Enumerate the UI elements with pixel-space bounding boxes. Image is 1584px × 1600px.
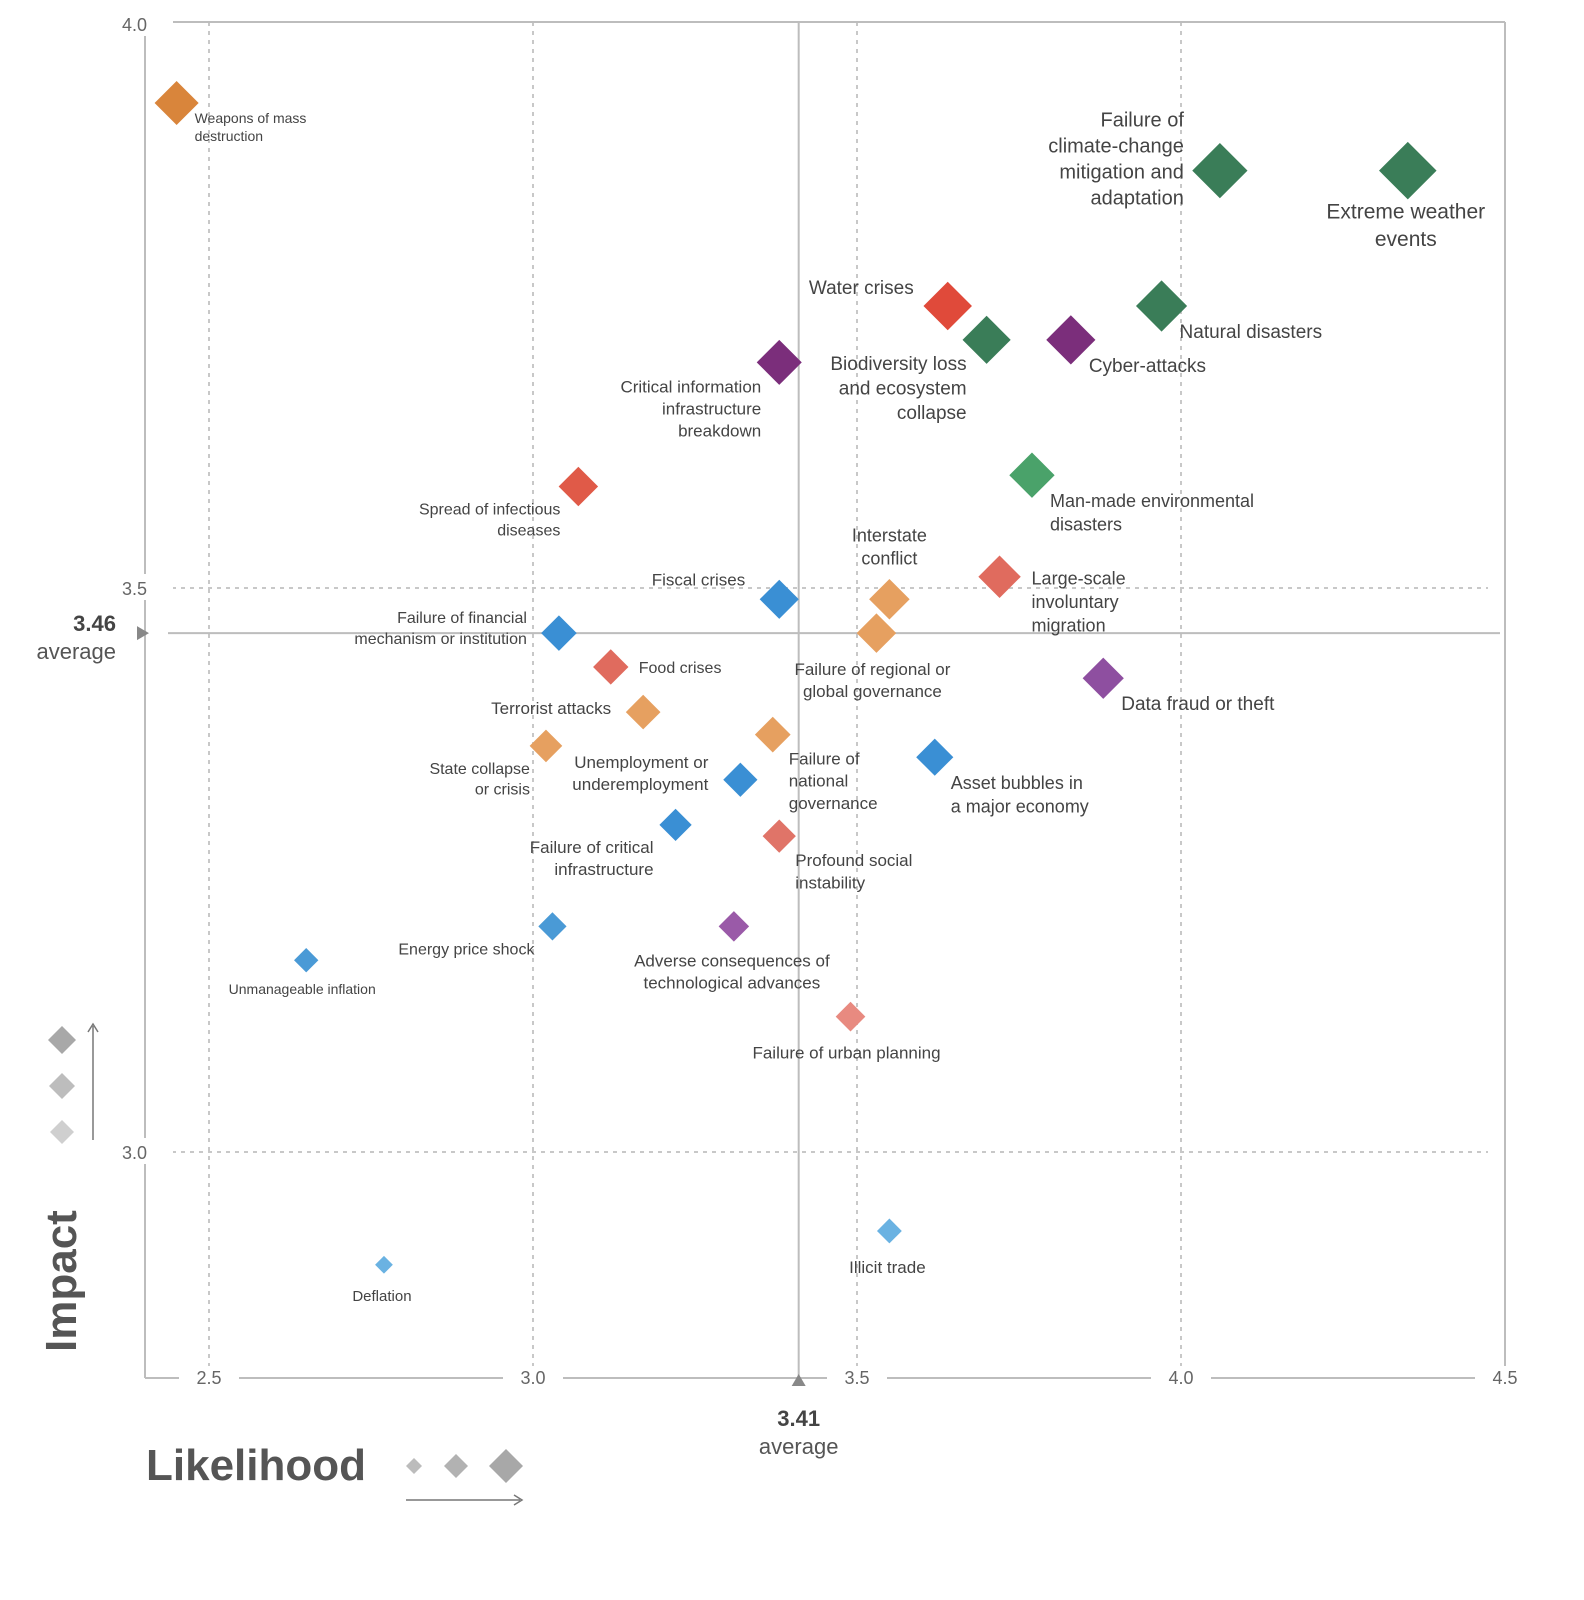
data-points xyxy=(154,80,1437,1274)
point-label: Energy price shock xyxy=(398,941,535,958)
point-marker xyxy=(625,694,661,730)
impact-size-icon xyxy=(48,1026,76,1054)
point-labels: Weapons of mass destruction Failure of clim… xyxy=(195,110,1486,1305)
point-label: State collapse or crisis xyxy=(429,761,530,799)
point-marker xyxy=(856,613,897,653)
point-marker xyxy=(916,738,954,776)
x-tick-label: 4.0 xyxy=(1168,1368,1193,1388)
point-label: Asset bubbles in a major economy xyxy=(951,773,1089,816)
y-average-label: average xyxy=(36,639,116,664)
point-marker xyxy=(869,579,910,620)
point-label: Cyber-attacks xyxy=(1089,356,1206,377)
point-marker xyxy=(723,762,758,797)
y-tick-bg xyxy=(115,574,173,600)
point-marker xyxy=(1192,143,1248,199)
x-tick-bg xyxy=(179,1366,239,1390)
x-tick-label: 4.5 xyxy=(1492,1368,1517,1388)
point-label: Man-made environmental disasters xyxy=(1050,491,1254,534)
point-marker xyxy=(1009,452,1055,498)
x-axis-title: Likelihood xyxy=(146,1441,366,1490)
point-label: Failure of national governance xyxy=(789,750,878,813)
point-label: Biodiversity loss and ecosystem collapse xyxy=(830,354,966,424)
y-average-value: 3.46 xyxy=(73,611,116,636)
axis-legends: Likelihood Impact xyxy=(37,1022,524,1506)
point-marker xyxy=(756,339,802,385)
point-label: Terrorist attacks xyxy=(491,699,611,718)
point-marker xyxy=(154,80,199,125)
likelihood-size-icon xyxy=(406,1458,422,1474)
point-marker xyxy=(923,281,972,331)
point-label: Adverse consequences of technological adv… xyxy=(634,951,830,992)
likelihood-size-icon xyxy=(489,1449,523,1483)
point-marker xyxy=(294,948,319,973)
point-marker xyxy=(541,615,577,651)
point-marker xyxy=(1135,280,1188,332)
point-marker xyxy=(835,1001,866,1032)
grid-lines xyxy=(172,22,1488,1378)
point-marker xyxy=(718,911,750,942)
point-label: Extreme weather events xyxy=(1326,201,1485,251)
point-label: Weapons of mass destruction xyxy=(195,110,307,144)
x-average-value: 3.41 xyxy=(777,1406,820,1431)
impact-size-icon xyxy=(50,1120,74,1144)
point-label: Spread of infectious diseases xyxy=(419,501,560,539)
y-axis-title: Impact xyxy=(37,1210,86,1352)
y-tick-label: 4.0 xyxy=(122,15,147,35)
y-tick-label: 3.5 xyxy=(122,579,147,599)
y-tick-label: 3.0 xyxy=(122,1143,147,1163)
x-tick-bg xyxy=(827,1366,887,1390)
x-average-marker xyxy=(791,1374,806,1386)
point-label: Critical information infrastructure breakd… xyxy=(620,377,761,440)
point-marker xyxy=(1082,657,1124,699)
y-tick-bg xyxy=(115,1138,173,1164)
point-label: Food crises xyxy=(639,660,722,677)
x-tick-bg xyxy=(503,1366,563,1390)
point-label: Data fraud or theft xyxy=(1121,694,1275,715)
x-tick-label: 2.5 xyxy=(196,1368,221,1388)
point-marker xyxy=(762,819,796,853)
point-marker xyxy=(962,315,1011,364)
point-label: Failure of climate-change mitigation and ad… xyxy=(1048,110,1184,210)
point-label: Deflation xyxy=(352,1288,411,1305)
point-marker xyxy=(659,808,692,842)
x-tick-label: 3.5 xyxy=(844,1368,869,1388)
x-tick-label: 3.0 xyxy=(520,1368,545,1388)
impact-arrow-head xyxy=(87,1022,99,1033)
point-label: Interstate conflict xyxy=(852,525,927,568)
point-label: Water crises xyxy=(809,278,914,299)
axis-ticks: 2.5 3.0 3.5 4.0 4.5 3.0 3.5 4.0 xyxy=(115,10,1535,1390)
point-marker xyxy=(1046,315,1096,365)
point-label: Failure of critical infrastructure xyxy=(530,838,654,879)
likelihood-arrow-head xyxy=(513,1494,524,1506)
point-label: Failure of financial mechanism or institu… xyxy=(354,610,527,648)
point-marker xyxy=(375,1255,393,1274)
likelihood-size-icon xyxy=(444,1454,468,1478)
x-tick-bg xyxy=(1475,1366,1535,1390)
point-marker xyxy=(876,1218,902,1244)
x-tick-bg xyxy=(1151,1366,1211,1390)
point-marker xyxy=(593,649,629,685)
point-marker xyxy=(759,579,799,619)
y-tick-bg xyxy=(115,10,173,36)
point-label: Failure of regional or global governance xyxy=(794,660,950,701)
point-label: Large-scale involuntary migration xyxy=(1032,569,1126,636)
point-marker xyxy=(529,729,563,763)
point-marker xyxy=(538,912,567,941)
point-label: Unemployment or underemployment xyxy=(572,753,708,794)
point-label: Profound social instability xyxy=(795,851,912,892)
point-label: Failure of urban planning xyxy=(752,1044,940,1063)
impact-size-icon xyxy=(49,1073,75,1099)
point-marker xyxy=(1379,141,1437,200)
average-markers: 3.41 average 3.46 average xyxy=(36,22,1500,1459)
point-marker xyxy=(978,555,1021,598)
point-label: Unmanageable inflation xyxy=(229,981,376,997)
point-label: Fiscal crises xyxy=(652,570,746,589)
point-label: Natural disasters xyxy=(1180,322,1323,343)
point-label: Illicit trade xyxy=(849,1258,926,1277)
x-average-label: average xyxy=(759,1434,839,1459)
point-marker xyxy=(558,466,599,507)
point-marker xyxy=(754,716,791,753)
y-average-marker xyxy=(137,626,149,641)
